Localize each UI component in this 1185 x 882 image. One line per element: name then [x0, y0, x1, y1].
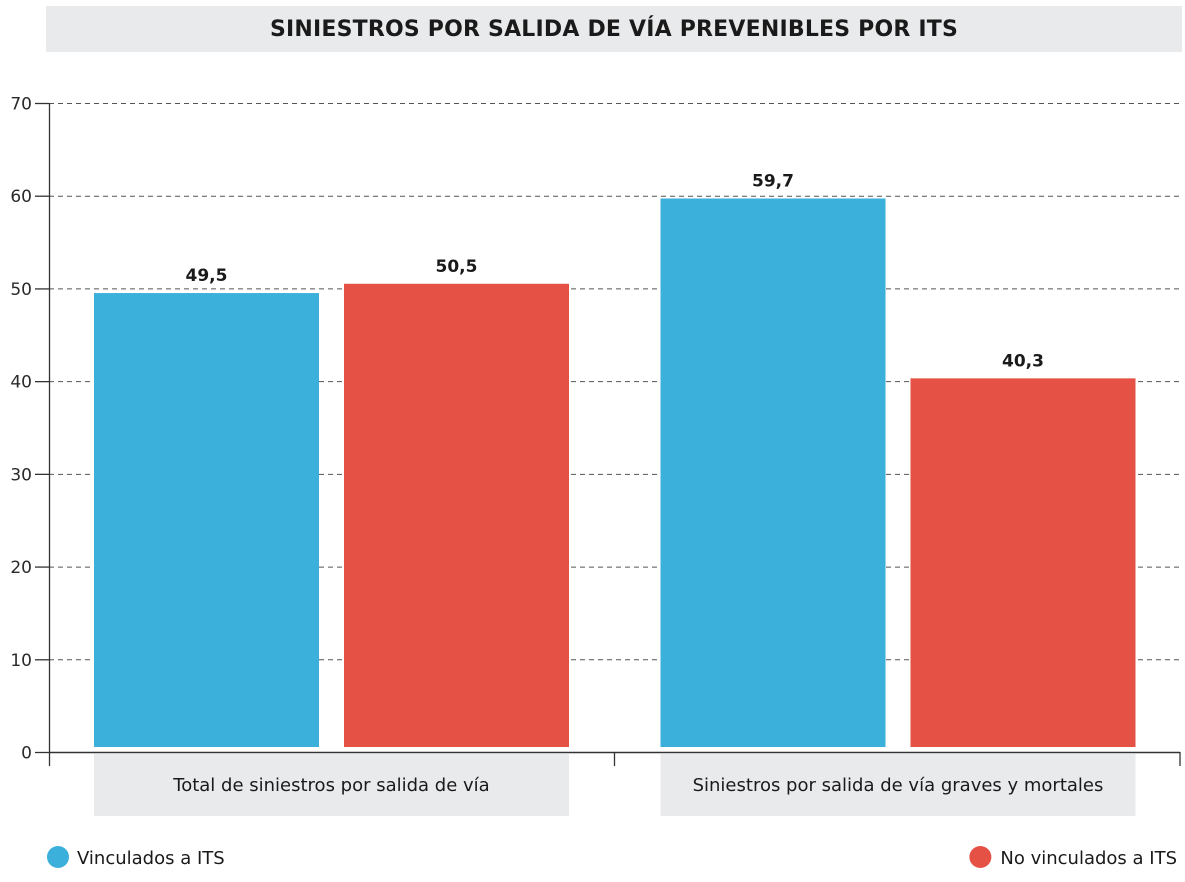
labels: Total de siniestros por salida de vía 49,… [172, 171, 1103, 796]
y-tick-label: 70 [10, 95, 32, 115]
legend-marker-vinculados [47, 846, 69, 868]
bars [94, 198, 1136, 747]
bar-vinculados [94, 293, 319, 747]
data-label: 49,5 [186, 266, 228, 286]
chart-title-band: SINIESTROS POR SALIDA DE VÍA PREVENIBLES… [46, 6, 1182, 52]
data-label: 59,7 [752, 171, 794, 191]
y-tick-label: 0 [21, 744, 32, 764]
data-label: 40,3 [1002, 351, 1044, 371]
category-label: Siniestros por salida de vía graves y mo… [693, 775, 1104, 796]
data-label: 50,5 [436, 257, 478, 277]
bar-no-vinculados [910, 378, 1136, 747]
y-tick-label: 60 [10, 187, 32, 207]
category-band [660, 754, 1136, 816]
legend-marker-no-vinculados [969, 846, 992, 868]
y-tick-label: 10 [10, 651, 32, 671]
y-tick-label: 30 [10, 465, 32, 485]
category-band [94, 754, 569, 816]
y-tick-label: 50 [10, 280, 32, 300]
axes: 0 10 20 30 40 50 60 70 [10, 95, 1181, 766]
category-label: Total de siniestros por salida de vía [172, 775, 489, 796]
bar-no-vinculados [344, 283, 569, 747]
legend-label-vinculados: Vinculados a ITS [77, 848, 225, 869]
y-tick-label: 40 [10, 373, 32, 393]
legend-label-no-vinculados: No vinculados a ITS [1000, 848, 1177, 869]
chart-title: SINIESTROS POR SALIDA DE VÍA PREVENIBLES… [269, 16, 959, 42]
category-bands [94, 754, 1136, 816]
legend: Vinculados a ITS No vinculados a ITS [47, 846, 1177, 869]
y-tick-label: 20 [10, 558, 32, 578]
bar-vinculados [660, 198, 886, 747]
